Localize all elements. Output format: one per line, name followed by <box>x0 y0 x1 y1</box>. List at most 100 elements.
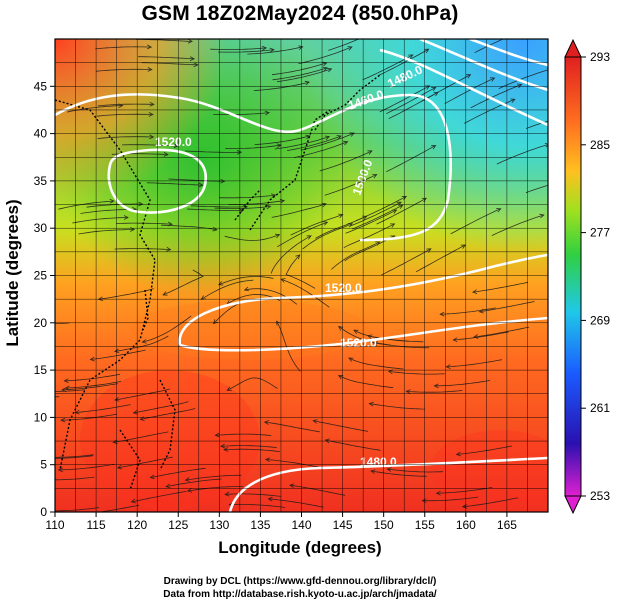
x-tick-label: 150 <box>374 518 394 532</box>
streamline <box>369 403 426 410</box>
streamline-arrow <box>114 396 120 402</box>
streamline-arrow <box>539 213 545 219</box>
streamline <box>313 420 369 432</box>
streamline-arrow <box>473 334 479 339</box>
streamline <box>65 381 122 389</box>
x-axis-ticks: 110 115 120 125 130 135 140 145 150 155 160 165 <box>45 512 517 532</box>
contour-label: 1520.0 <box>340 336 377 350</box>
streamline <box>55 322 70 324</box>
streamline <box>219 194 276 199</box>
streamline <box>386 87 436 115</box>
streamline <box>116 222 173 225</box>
streamline-arrow <box>89 356 95 362</box>
streamline <box>97 103 154 107</box>
colorbar-gradient <box>564 56 582 497</box>
streamline-arrow <box>112 439 118 445</box>
streamline-arrow <box>405 389 411 394</box>
streamline-arrow <box>165 483 171 489</box>
streamline-arrow <box>114 348 120 354</box>
colorbar-tick-label: 261 <box>590 401 610 415</box>
streamline-arrow <box>376 29 381 33</box>
streamline <box>276 68 332 83</box>
y-tick-label: 5 <box>40 458 47 472</box>
streamline <box>406 390 463 393</box>
streamline-arrow <box>304 80 310 86</box>
streamline-arrow <box>60 417 66 423</box>
streamline-arrow <box>116 464 123 470</box>
streamline <box>218 276 274 286</box>
y-tick-label: 40 <box>34 127 48 141</box>
streamline-arrow <box>57 467 63 473</box>
streamline <box>117 456 173 469</box>
streamline-arrow <box>349 132 355 137</box>
x-tick-label: 140 <box>291 518 311 532</box>
streamline <box>131 491 187 503</box>
streamline-arrow <box>398 204 404 209</box>
streamline-arrow <box>496 208 502 213</box>
streamline <box>142 315 192 343</box>
streamline-arrow <box>510 98 516 103</box>
streamline <box>113 431 169 443</box>
streamline-arrow <box>261 45 268 51</box>
contour-label: 1520.0 <box>325 281 362 295</box>
streamline <box>213 112 270 115</box>
streamline-arrow <box>220 178 226 184</box>
streamline <box>290 214 343 236</box>
streamline-arrow <box>193 62 199 68</box>
streamline <box>376 197 427 225</box>
streamline <box>95 68 152 72</box>
streamline-arrow <box>224 491 230 497</box>
colorbar-tick-label: 285 <box>590 138 610 152</box>
streamline-arrow <box>186 487 193 493</box>
streamline <box>491 214 544 236</box>
y-tick-label: 30 <box>34 221 48 235</box>
streamline-arrow <box>426 248 432 253</box>
streamline <box>217 49 274 53</box>
x-axis-label: Longitude (degrees) <box>218 538 382 557</box>
streamline-arrow <box>223 447 229 452</box>
streamline <box>289 484 346 496</box>
streamline-arrow <box>138 201 144 207</box>
streamline-arrow <box>386 467 392 472</box>
streamline <box>225 144 281 149</box>
streamline <box>370 470 427 477</box>
streamline <box>55 507 100 512</box>
streamline-arrow <box>123 215 129 220</box>
x-tick-label: 110 <box>45 518 64 532</box>
streamline-arrow <box>368 401 374 407</box>
streamline <box>280 278 330 308</box>
streamline-arrow <box>214 432 220 438</box>
y-tick-label: 20 <box>34 316 48 330</box>
streamline <box>66 105 123 113</box>
streamline-arrow <box>147 44 153 50</box>
colorbar-ticks: 253 261 269 277 285 293 <box>581 50 610 503</box>
streamline-arrow <box>29 389 33 393</box>
streamline-arrow <box>148 112 154 117</box>
streamline <box>225 493 282 497</box>
y-axis-label-text: Latitude (degrees) <box>3 199 22 347</box>
streamline <box>355 196 407 222</box>
streamline-arrow <box>184 477 190 482</box>
streamline-arrow <box>218 281 224 286</box>
colorbar-tick-label: 253 <box>590 489 610 503</box>
streamline-arrow <box>226 386 232 391</box>
streamline-arrow <box>347 223 354 228</box>
streamline <box>122 144 179 147</box>
colorbar-min-arrow <box>564 495 582 515</box>
y-tick-label: 45 <box>34 79 48 93</box>
streamline <box>268 498 324 508</box>
streamline <box>324 174 377 196</box>
streamline-arrow <box>336 135 342 140</box>
streamline <box>325 439 381 451</box>
geopotential-contours <box>55 39 548 512</box>
streamline-arrow <box>322 66 328 72</box>
y-tick-label: 25 <box>34 269 48 283</box>
streamline-arrow <box>189 56 195 61</box>
streamline <box>187 486 244 492</box>
streamline-arrow <box>298 45 304 51</box>
y-tick-label: 0 <box>40 505 47 519</box>
streamline-arrow <box>162 291 168 296</box>
streamline <box>72 217 129 224</box>
streamline <box>58 200 114 210</box>
